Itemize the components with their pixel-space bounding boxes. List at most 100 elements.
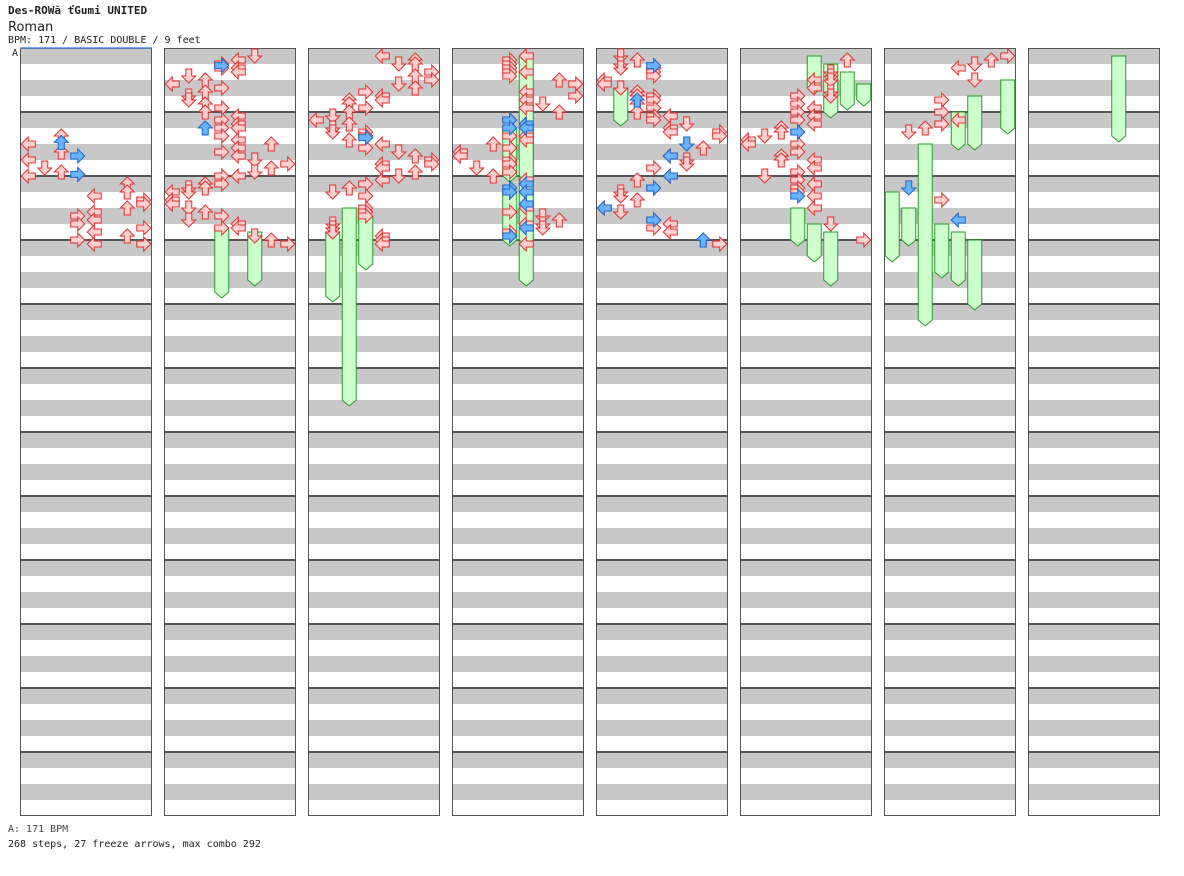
beat-stripe bbox=[20, 48, 152, 64]
beat-stripe bbox=[596, 528, 728, 544]
step-arrow bbox=[180, 68, 197, 84]
step-arrow bbox=[756, 128, 773, 144]
step-arrow bbox=[390, 168, 407, 184]
step-arrow bbox=[263, 232, 280, 248]
step-arrow bbox=[308, 111, 324, 129]
beat-stripe bbox=[1028, 208, 1160, 224]
beat-stripe bbox=[452, 144, 584, 160]
step-arrow bbox=[518, 235, 534, 253]
beat-stripe bbox=[740, 528, 872, 544]
measure-border bbox=[884, 176, 1016, 240]
step-arrow bbox=[773, 152, 790, 168]
beat-stripe bbox=[20, 304, 152, 320]
step-arrow bbox=[646, 111, 662, 129]
step-arrow bbox=[695, 140, 712, 156]
freeze-arrow bbox=[917, 143, 933, 327]
step-arrow bbox=[263, 160, 280, 176]
beat-stripe bbox=[596, 176, 728, 192]
beat-stripe bbox=[452, 624, 584, 640]
beat-stripe bbox=[308, 432, 440, 448]
beat-stripe bbox=[740, 464, 872, 480]
measure-border bbox=[740, 112, 872, 176]
beat-stripe bbox=[740, 176, 872, 192]
beat-stripe bbox=[1028, 752, 1160, 768]
step-arrow bbox=[629, 52, 646, 68]
beat-stripe bbox=[164, 784, 296, 800]
beat-stripe bbox=[452, 304, 584, 320]
beat-stripe bbox=[20, 688, 152, 704]
beat-stripe bbox=[596, 304, 728, 320]
measure-border bbox=[884, 432, 1016, 496]
beat-stripe bbox=[308, 720, 440, 736]
beat-stripe bbox=[164, 528, 296, 544]
beat-stripe bbox=[308, 240, 440, 256]
beat-stripe bbox=[452, 336, 584, 352]
step-arrow-blue bbox=[197, 120, 214, 136]
beat-stripe bbox=[308, 624, 440, 640]
measure-border bbox=[164, 432, 296, 496]
beat-stripe bbox=[20, 528, 152, 544]
step-arrow bbox=[773, 124, 790, 140]
beat-stripe bbox=[452, 112, 584, 128]
freeze-arrow bbox=[1000, 79, 1016, 135]
beat-stripe bbox=[164, 560, 296, 576]
step-arrow bbox=[806, 199, 822, 217]
beat-stripe bbox=[20, 240, 152, 256]
step-arrow bbox=[230, 147, 246, 165]
beat-stripe bbox=[452, 272, 584, 288]
beat-stripe bbox=[740, 208, 872, 224]
beat-stripe bbox=[1028, 144, 1160, 160]
beat-stripe bbox=[884, 368, 1016, 384]
step-arrow bbox=[934, 191, 950, 209]
freeze-arrow bbox=[823, 231, 839, 287]
beat-stripe bbox=[164, 272, 296, 288]
freeze-arrow bbox=[950, 231, 966, 287]
beat-stripe bbox=[20, 624, 152, 640]
beat-stripe bbox=[740, 80, 872, 96]
beat-stripe bbox=[884, 560, 1016, 576]
measure-border bbox=[596, 48, 728, 112]
beat-stripe bbox=[1028, 720, 1160, 736]
measure-border bbox=[596, 112, 728, 176]
beat-stripe bbox=[596, 208, 728, 224]
step-arrow bbox=[612, 204, 629, 220]
beat-stripe bbox=[20, 752, 152, 768]
beat-stripe bbox=[740, 368, 872, 384]
freeze-arrow bbox=[325, 231, 341, 303]
beat-stripe bbox=[452, 432, 584, 448]
beat-stripe bbox=[596, 656, 728, 672]
beat-stripe bbox=[164, 240, 296, 256]
beat-stripe bbox=[1028, 592, 1160, 608]
measure-border bbox=[1028, 112, 1160, 176]
step-arrow bbox=[180, 92, 197, 108]
step-arrow bbox=[20, 135, 36, 153]
step-arrow bbox=[374, 91, 390, 109]
beat-stripe bbox=[884, 80, 1016, 96]
chart-title: Des-ROWă ťGumi UNITED bbox=[8, 4, 148, 17]
measure-border bbox=[164, 48, 296, 112]
beat-stripe bbox=[884, 240, 1016, 256]
beat-stripe bbox=[164, 144, 296, 160]
step-arrow bbox=[180, 200, 197, 216]
freeze-arrow bbox=[1111, 55, 1127, 143]
step-arrow bbox=[280, 235, 296, 253]
beat-stripe bbox=[740, 304, 872, 320]
beat-stripe bbox=[1028, 240, 1160, 256]
measure-border bbox=[308, 240, 440, 304]
beat-stripe bbox=[452, 176, 584, 192]
measure-border bbox=[20, 112, 152, 176]
measure-border bbox=[1028, 240, 1160, 304]
beat-stripe bbox=[884, 720, 1016, 736]
measure-border bbox=[20, 752, 152, 816]
step-arrow bbox=[452, 147, 468, 165]
measure-border bbox=[1028, 176, 1160, 240]
beat-stripe bbox=[1028, 304, 1160, 320]
beat-stripe bbox=[596, 272, 728, 288]
beat-stripe bbox=[884, 784, 1016, 800]
beat-stripe bbox=[596, 400, 728, 416]
measure-border bbox=[20, 240, 152, 304]
measure-border bbox=[164, 496, 296, 560]
step-arrow bbox=[230, 167, 246, 185]
chart-meta: BPM: 171 / BASIC DOUBLE / 9 feet bbox=[8, 35, 201, 46]
step-arrow bbox=[551, 104, 568, 120]
